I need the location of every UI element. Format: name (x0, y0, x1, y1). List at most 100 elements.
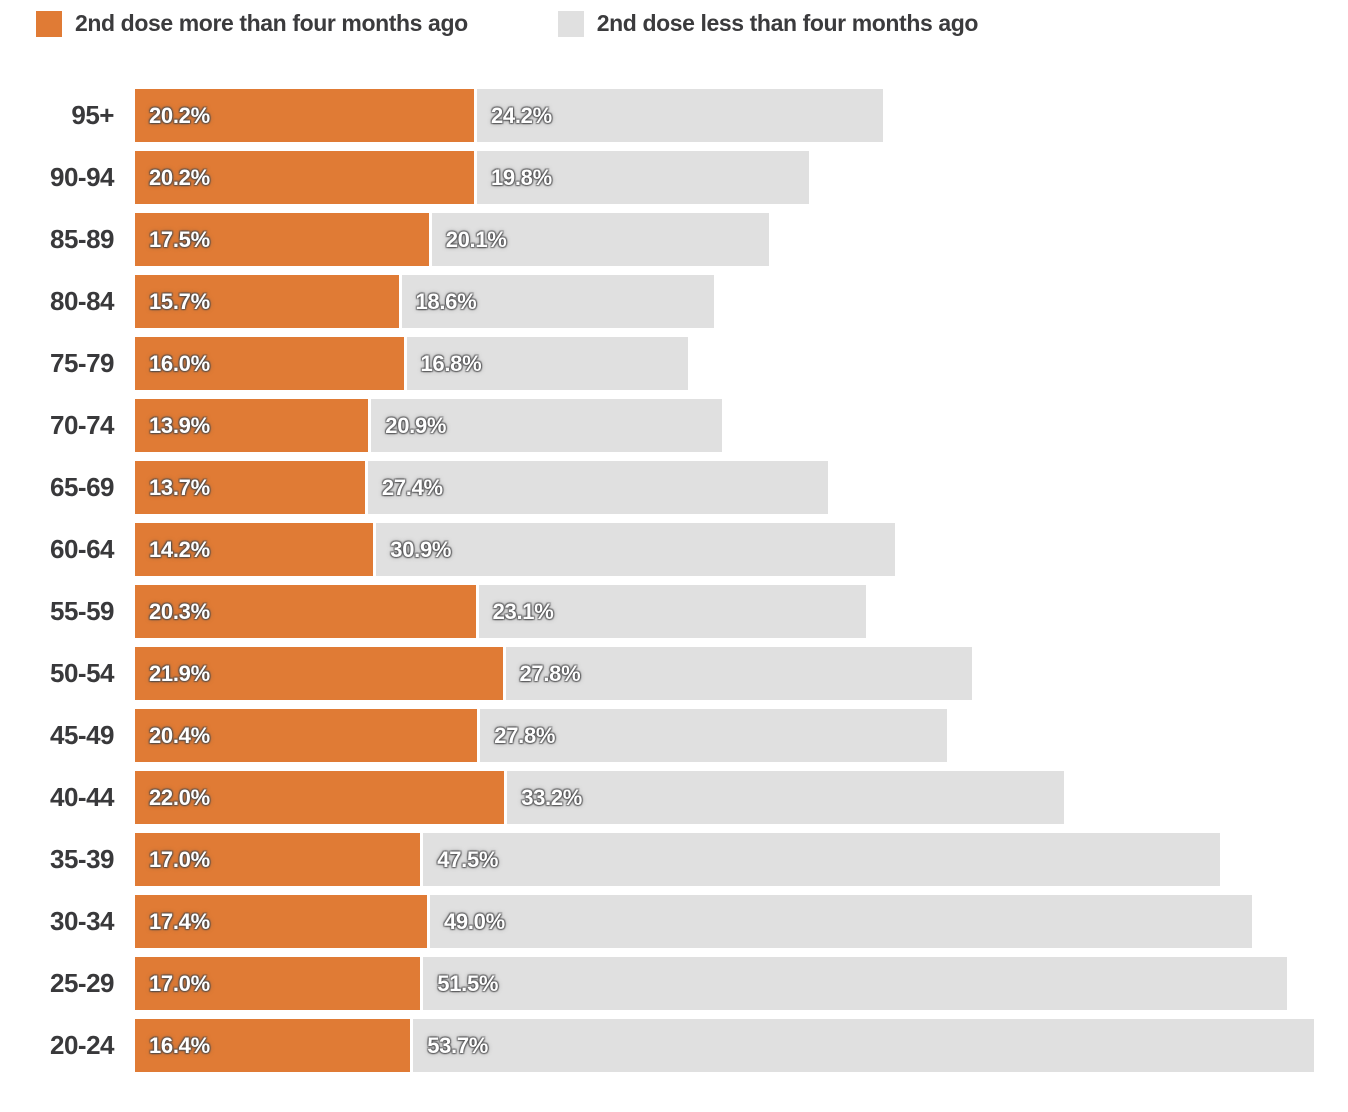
bar-value-label: 20.1% (445, 226, 507, 252)
bar-segment-more-than-four-months: 21.9% (135, 647, 503, 700)
bar-track: 14.2% 30.9% (135, 523, 895, 576)
bar-segment-more-than-four-months: 13.9% (135, 399, 369, 452)
age-group-label: 75-79 (50, 348, 115, 378)
bar-track: 20.2% 19.8% (135, 151, 810, 204)
bar-row: 45-49 20.4% 27.8% (0, 709, 1348, 762)
bar-value-label: 16.0% (149, 350, 210, 376)
bar-segment-more-than-four-months: 20.2% (135, 151, 474, 204)
age-group-label: 90-94 (50, 162, 115, 192)
age-group-label: 65-69 (50, 472, 115, 502)
bar-value-label: 16.8% (420, 350, 482, 376)
bar-row: 85-89 17.5% 20.1% (0, 213, 1348, 266)
bar-row: 20-24 16.4% 53.7% (0, 1019, 1348, 1072)
bar-value-label: 19.8% (491, 164, 552, 190)
bar-segment-more-than-four-months: 17.4% (135, 895, 427, 948)
age-group-label: 55-59 (50, 596, 115, 626)
bar-segment-less-than-four-months: 16.8% (406, 337, 689, 390)
bar-segment-less-than-four-months: 30.9% (376, 523, 895, 576)
bar-segment-more-than-four-months: 14.2% (135, 523, 374, 576)
bar-row: 75-79 16.0% 16.8% (0, 337, 1348, 390)
legend-swatch-icon (36, 10, 62, 37)
bar-segment-more-than-four-months: 20.2% (135, 89, 474, 142)
bar-value-label: 33.2% (521, 784, 583, 810)
bar-row: 65-69 13.7% 27.4% (0, 461, 1348, 514)
age-group-label: 70-74 (50, 410, 115, 440)
bar-segment-less-than-four-months: 20.9% (371, 399, 722, 452)
legend-swatch-icon (557, 10, 584, 37)
bar-segment-less-than-four-months: 19.8% (477, 151, 810, 204)
bar-value-label: 20.9% (385, 412, 447, 438)
legend-label: 2nd dose less than four months ago (596, 10, 979, 36)
legend-item-less-than-four-months: 2nd dose less than four months ago (557, 10, 979, 37)
bar-row: 80-84 15.7% 18.6% (0, 275, 1348, 328)
bar-segment-less-than-four-months: 18.6% (401, 275, 714, 328)
bar-track: 16.4% 53.7% (135, 1019, 1315, 1072)
bar-value-label: 16.4% (149, 1032, 210, 1058)
bar-track: 20.4% 27.8% (135, 709, 947, 762)
bar-row: 55-59 20.3% 23.1% (0, 585, 1348, 638)
bar-value-label: 20.4% (149, 722, 210, 748)
bar-value-label: 27.8% (519, 660, 581, 686)
bar-segment-less-than-four-months: 49.0% (430, 895, 1253, 948)
bar-value-label: 51.5% (437, 970, 499, 996)
bar-segment-less-than-four-months: 51.5% (423, 957, 1288, 1010)
bar-segment-more-than-four-months: 17.0% (135, 833, 421, 886)
age-group-label: 95+ (71, 100, 114, 130)
bar-row: 90-94 20.2% 19.8% (0, 151, 1348, 204)
age-group-label: 25-29 (50, 968, 115, 998)
bar-row: 30-34 17.4% 49.0% (0, 895, 1348, 948)
age-group-label: 45-49 (50, 720, 115, 750)
bar-segment-more-than-four-months: 20.3% (135, 585, 476, 638)
bar-track: 17.0% 47.5% (135, 833, 1221, 886)
bar-value-label: 49.0% (444, 908, 505, 934)
bar-value-label: 21.9% (149, 660, 210, 686)
bar-segment-less-than-four-months: 24.2% (477, 89, 884, 142)
bar-segment-more-than-four-months: 17.5% (135, 213, 429, 266)
bar-segment-more-than-four-months: 16.0% (135, 337, 404, 390)
bar-row: 95+ 20.2% 24.2% (0, 89, 1348, 142)
bar-segment-less-than-four-months: 27.4% (367, 461, 828, 514)
bar-segment-more-than-four-months: 17.0% (135, 957, 421, 1010)
bar-value-label: 20.3% (149, 598, 210, 624)
bar-value-label: 14.2% (149, 536, 210, 562)
bar-value-label: 17.5% (149, 226, 210, 252)
bar-segment-more-than-four-months: 20.4% (135, 709, 478, 762)
bar-track: 15.7% 18.6% (135, 275, 714, 328)
age-group-label: 40-44 (50, 782, 115, 812)
age-group-label: 60-64 (50, 534, 115, 564)
bar-value-label: 20.2% (149, 102, 210, 128)
bar-track: 16.0% 16.8% (135, 337, 689, 390)
bar-track: 21.9% 27.8% (135, 647, 972, 700)
bar-segment-less-than-four-months: 27.8% (480, 709, 947, 762)
age-group-label: 80-84 (50, 286, 115, 316)
age-group-label: 20-24 (50, 1030, 115, 1060)
bar-value-label: 47.5% (437, 846, 499, 872)
bar-value-label: 23.1% (492, 598, 554, 624)
bar-row: 50-54 21.9% 27.8% (0, 647, 1348, 700)
bar-row: 25-29 17.0% 51.5% (0, 957, 1348, 1010)
bar-value-label: 17.4% (149, 908, 210, 934)
bar-track: 20.3% 23.1% (135, 585, 867, 638)
bar-value-label: 15.7% (149, 288, 210, 314)
age-group-label: 50-54 (50, 658, 115, 688)
bar-value-label: 13.9% (149, 412, 210, 438)
bar-segment-less-than-four-months: 47.5% (423, 833, 1221, 886)
bar-track: 20.2% 24.2% (135, 89, 884, 142)
bar-track: 13.9% 20.9% (135, 399, 722, 452)
bar-segment-less-than-four-months: 27.8% (505, 647, 972, 700)
bar-segment-less-than-four-months: 33.2% (507, 771, 1065, 824)
bar-value-label: 30.9% (390, 536, 452, 562)
bar-value-label: 27.8% (494, 722, 556, 748)
bar-segment-less-than-four-months: 20.1% (431, 213, 769, 266)
bar-row: 40-44 22.0% 33.2% (0, 771, 1348, 824)
bar-value-label: 20.2% (149, 164, 210, 190)
bar-track: 13.7% 27.4% (135, 461, 828, 514)
bar-track: 17.5% 20.1% (135, 213, 769, 266)
bar-row: 60-64 14.2% 30.9% (0, 523, 1348, 576)
legend-item-more-than-four-months: 2nd dose more than four months ago (36, 10, 468, 37)
bar-value-label: 18.6% (415, 288, 477, 314)
bar-row: 35-39 17.0% 47.5% (0, 833, 1348, 886)
bar-value-label: 17.0% (149, 846, 210, 872)
bar-segment-less-than-four-months: 53.7% (413, 1019, 1315, 1072)
bar-value-label: 24.2% (491, 102, 552, 128)
